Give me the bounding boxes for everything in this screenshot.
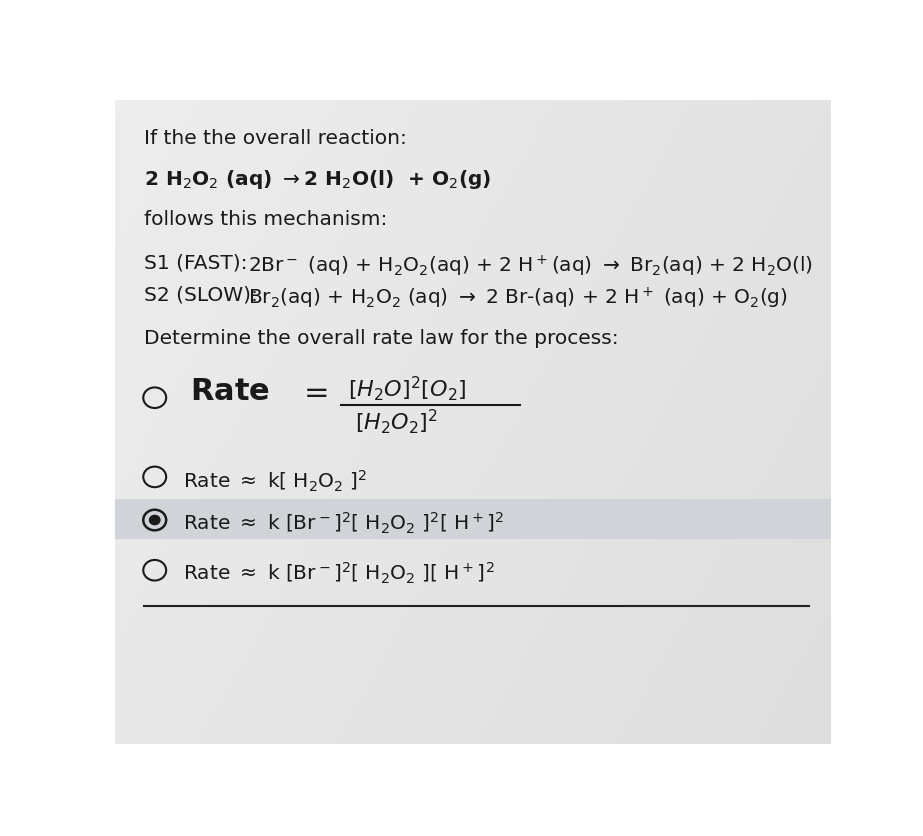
- Circle shape: [149, 515, 161, 525]
- Text: $\mathit{\mathbf{Rate}}$: $\mathit{\mathbf{Rate}}$: [190, 377, 270, 406]
- Text: $=$: $=$: [298, 377, 328, 406]
- Text: follows this mechanism:: follows this mechanism:: [144, 210, 388, 229]
- Text: 2Br$^-$ (aq) + H$_2$O$_2$(aq) + 2 H$^+$(aq) $\rightarrow$ Br$_2$(aq) + 2 H$_2$O(: 2Br$^-$ (aq) + H$_2$O$_2$(aq) + 2 H$^+$(…: [247, 253, 813, 279]
- Text: $[H_2O]^2[O_2]$: $[H_2O]^2[O_2]$: [348, 375, 466, 403]
- Text: 2 H$_2$O$_2$ (aq) $\rightarrow$2 H$_2$O(l)  + O$_2$(g): 2 H$_2$O$_2$ (aq) $\rightarrow$2 H$_2$O(…: [144, 168, 491, 191]
- Text: S2 (SLOW):: S2 (SLOW):: [144, 286, 258, 304]
- Text: Determine the overall rate law for the process:: Determine the overall rate law for the p…: [144, 329, 618, 348]
- Text: Br$_2$(aq) + H$_2$O$_2$ (aq) $\rightarrow$ 2 Br-(aq) + 2 H$^+$ (aq) + O$_2$(g): Br$_2$(aq) + H$_2$O$_2$ (aq) $\rightarro…: [247, 286, 787, 311]
- Text: $[H_2O_2]^2$: $[H_2O_2]^2$: [355, 407, 438, 436]
- Text: S1 (FAST):: S1 (FAST):: [144, 253, 247, 273]
- FancyBboxPatch shape: [115, 499, 831, 539]
- Text: Rate $\approx$ k [Br$^-$]$^2$[ H$_2$O$_2$ ]$^2$[ H$^+$]$^2$: Rate $\approx$ k [Br$^-$]$^2$[ H$_2$O$_2…: [184, 511, 505, 536]
- Text: Rate $\approx$ k[ H$_2$O$_2$ ]$^2$: Rate $\approx$ k[ H$_2$O$_2$ ]$^2$: [184, 468, 367, 494]
- Text: If the the overall reaction:: If the the overall reaction:: [144, 130, 407, 148]
- Text: Rate $\approx$ k [Br$^-$]$^2$[ H$_2$O$_2$ ][ H$^+$]$^2$: Rate $\approx$ k [Br$^-$]$^2$[ H$_2$O$_2…: [184, 561, 495, 586]
